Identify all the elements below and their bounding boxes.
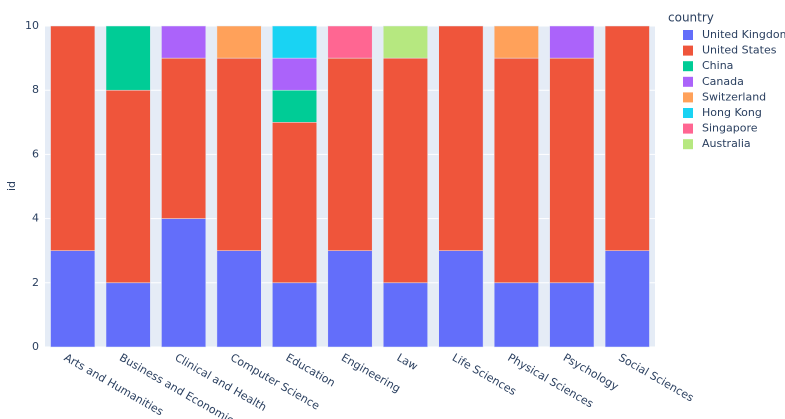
x-tick-label: Law [394,351,419,373]
bar-segment [161,218,207,348]
bar-segment [50,25,96,251]
legend-label: Canada [702,75,744,88]
bar-segment [216,57,262,251]
bar-segment [105,282,151,348]
bar-segment [327,250,373,348]
y-tick-label: 10 [25,19,39,32]
bar-segment [105,89,151,284]
bar-segment [549,25,595,59]
x-tick-label: Clinical and Health [173,351,269,414]
legend-label: China [702,59,733,72]
bar-segment [105,25,151,91]
bar-segment [272,25,317,59]
legend-title: country [668,11,714,25]
bar-segment [383,282,428,348]
x-tick-label: Social Sciences [616,351,696,405]
x-tick-label: Engineering [339,351,403,395]
legend-swatch [683,139,693,150]
legend-label: United States [702,44,777,57]
bar-segment [272,282,317,348]
x-tick-label: Arts and Humanities [62,351,166,419]
legend-label: Switzerland [702,90,766,103]
bar-segment [493,25,539,59]
bar-segment [161,57,207,219]
legend-swatch [683,108,693,118]
y-tick-label: 4 [32,212,39,225]
legend-label: Hong Kong [702,106,762,119]
legend-swatch [683,45,693,56]
bar-segment [327,25,373,59]
legend-swatch [683,61,693,72]
bar-segment [438,25,484,251]
bar-segment [161,25,207,59]
y-tick-label: 8 [32,83,39,96]
bar-segment [216,250,262,348]
legend-label: United Kingdom [702,28,785,41]
y-tick-label: 2 [32,276,39,289]
bar-segment [50,250,96,348]
bar-segment [383,25,428,59]
bar-segment [216,25,262,59]
bar-segment [549,282,595,348]
legend-swatch [683,30,693,40]
bar-segment [549,57,595,284]
bar-segment [604,250,650,348]
y-tick-label: 6 [32,147,39,160]
legend-label: Singapore [702,122,758,135]
legend-swatch [683,92,693,103]
bar-segment [272,89,317,123]
y-axis-title: id [5,181,18,191]
bar-segment [604,25,650,251]
legend-swatch [683,76,693,87]
bar-segment [272,57,317,91]
bar-segment [493,282,539,348]
legend-label: Australia [702,137,751,150]
y-tick-label: 0 [32,340,39,353]
bar-segment [272,122,317,284]
legend-swatch [683,123,693,134]
bar-segment [493,57,539,284]
bar-segment [327,57,373,251]
bar-segment [383,57,428,284]
bar-segment [438,250,484,348]
